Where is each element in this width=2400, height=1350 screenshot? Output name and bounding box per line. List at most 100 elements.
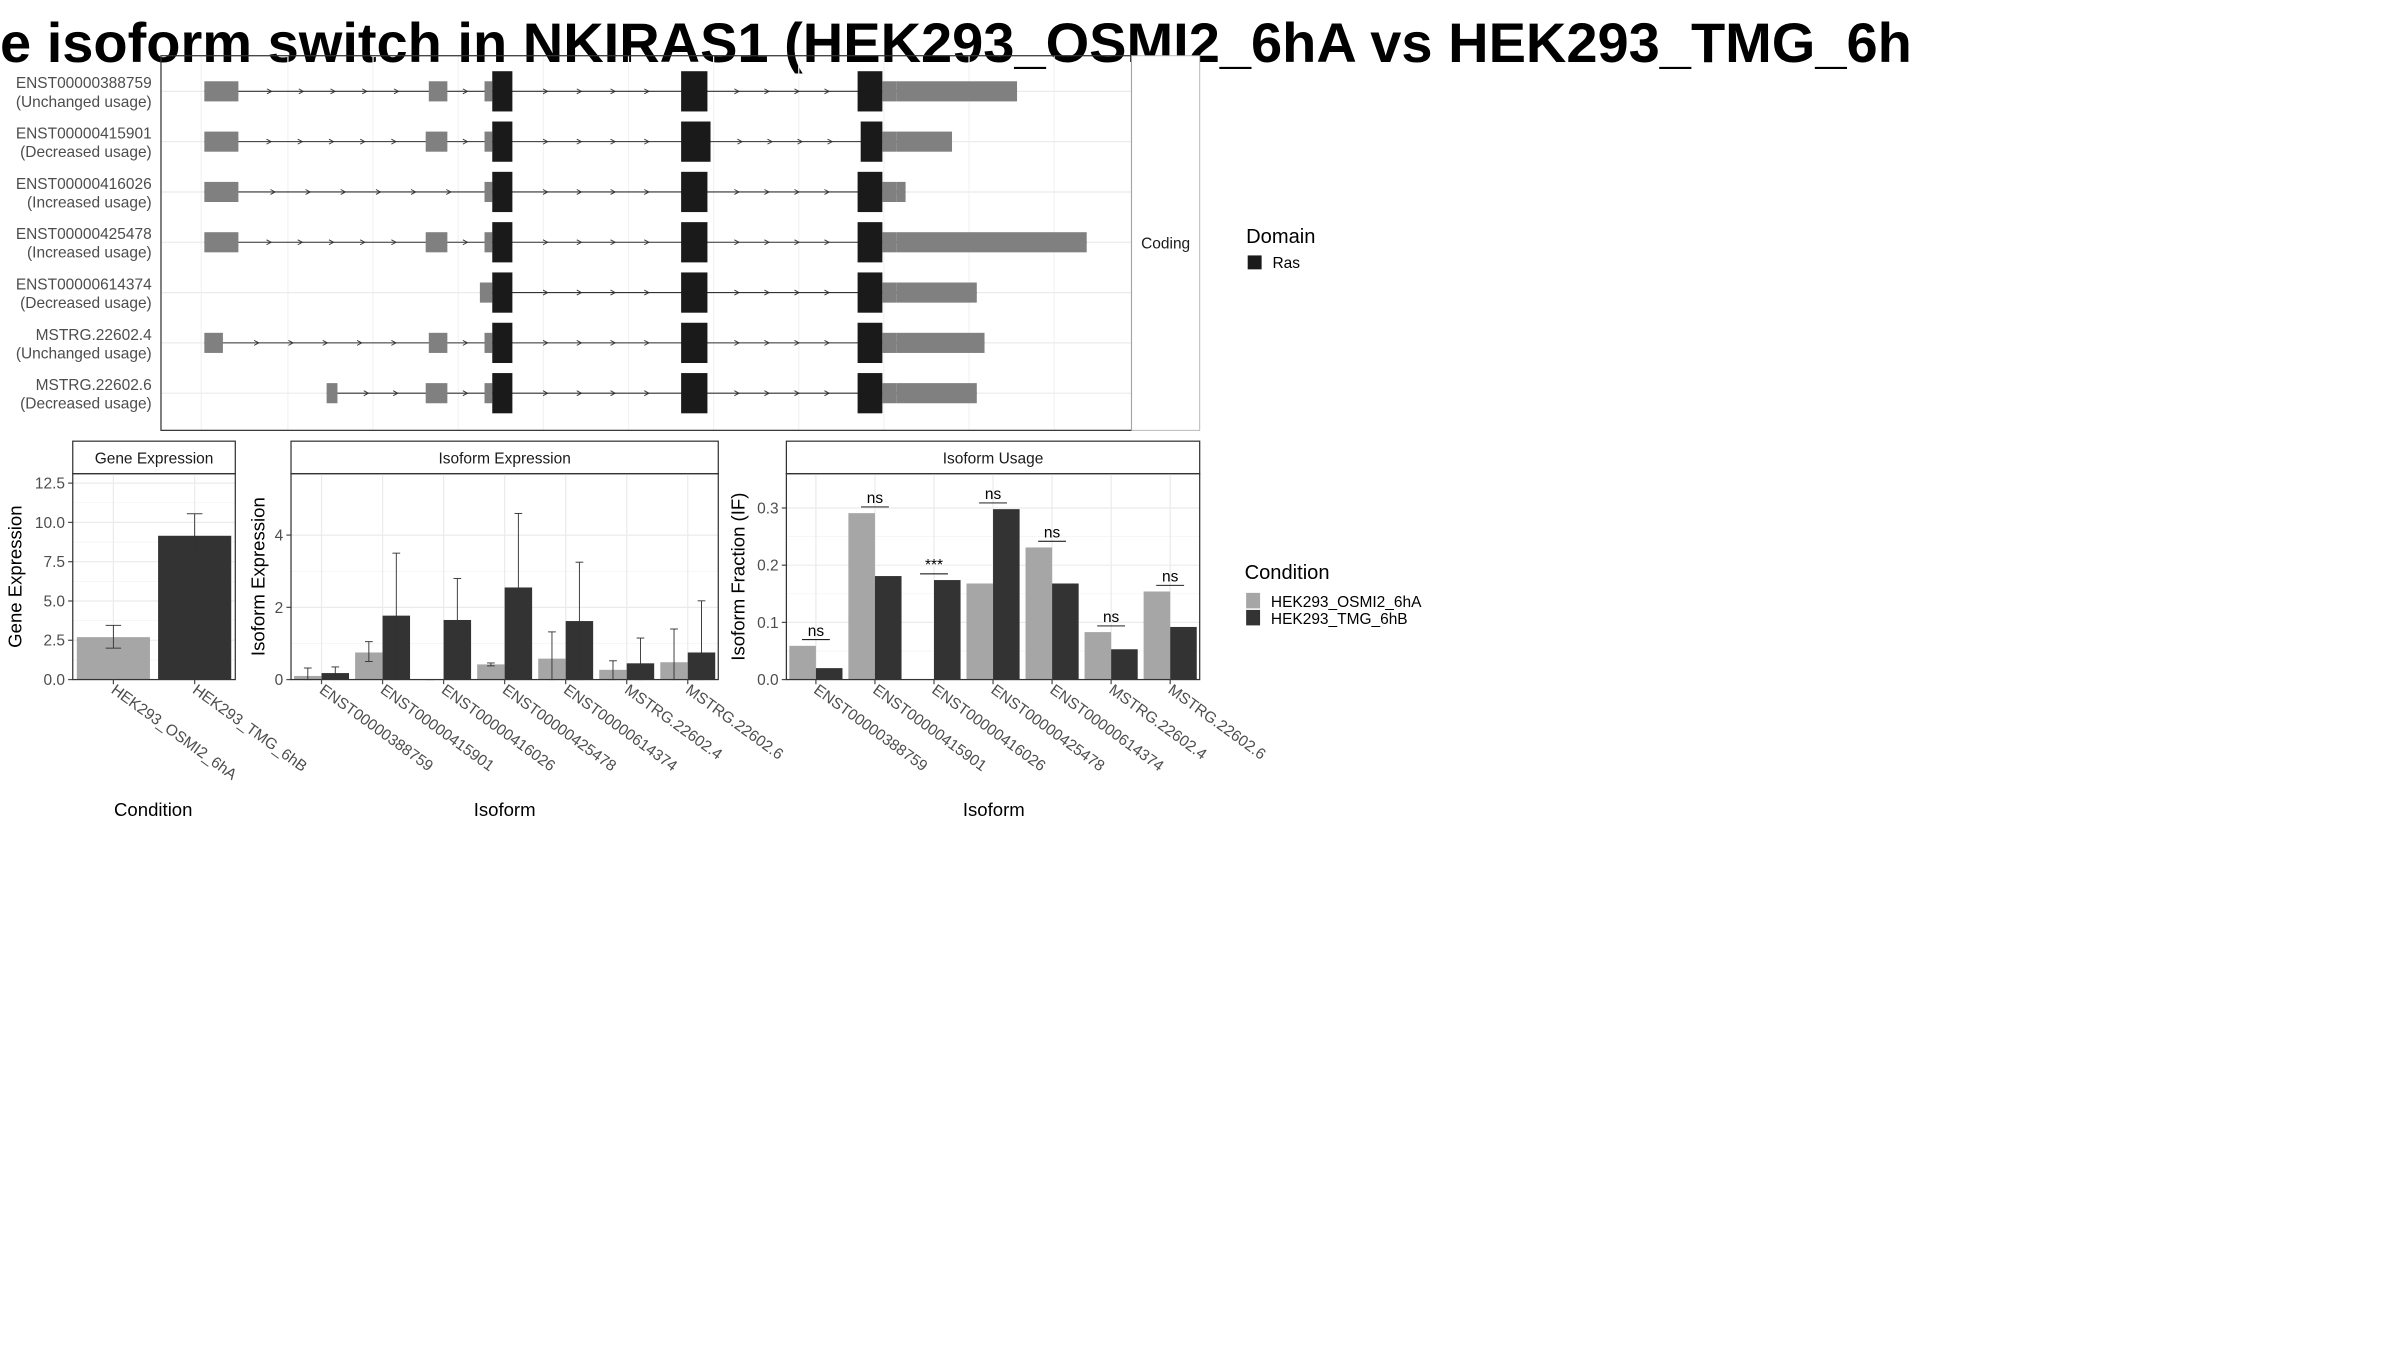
utr-exon: [896, 131, 953, 152]
utr-exon: [326, 383, 338, 404]
intron-direction-arrow: [794, 390, 801, 397]
y-tick-label: 2: [275, 600, 284, 617]
utr-exon: [882, 232, 897, 253]
intron-direction-arrow: [288, 339, 295, 346]
isoform-usage-label: (Decreased usage): [20, 144, 152, 161]
intron-direction-arrow: [734, 289, 741, 296]
legend-label-ras: Ras: [1272, 255, 1300, 272]
utr-exon: [896, 81, 1018, 102]
y-axis-title: Isoform Fraction (IF): [728, 493, 749, 661]
x-axis-title: Isoform: [474, 799, 536, 820]
intron-direction-arrow: [644, 88, 650, 95]
domain-legend-title: Domain: [1246, 226, 1315, 248]
bar: [815, 668, 843, 680]
intron-direction-arrow: [542, 239, 549, 246]
isoform-usage-label: (Unchanged usage): [16, 345, 152, 362]
isoform-axis-label: ENST00000388759: [16, 75, 152, 92]
bar: [933, 580, 961, 680]
intron-direction-arrow: [576, 339, 583, 346]
utr-exon: [484, 383, 493, 404]
panel-title: Gene Expression: [95, 451, 214, 468]
isoform-axis-label: MSTRG.22602.6: [36, 377, 152, 394]
isoform-usage-label: (Decreased usage): [20, 396, 152, 413]
utr-exon: [425, 383, 448, 404]
intron-direction-arrow: [610, 289, 617, 296]
utr-exon: [896, 181, 906, 203]
isoform-axis-label: ENST00000416026: [16, 176, 152, 193]
intron-direction-arrow: [266, 88, 273, 95]
x-tick-label: MSTRG.22602.6: [1165, 681, 1269, 763]
utr-exon: [896, 282, 977, 303]
intron-direction-arrow: [764, 239, 771, 246]
intron-direction-arrow: [322, 339, 329, 346]
x-axis-title: Isoform: [963, 799, 1025, 820]
intron-direction-arrow: [462, 88, 469, 95]
intron-direction-arrow: [610, 88, 617, 95]
panel-title: Isoform Usage: [943, 451, 1044, 468]
intron-direction-arrow: [266, 239, 273, 246]
intron-direction-arrow: [644, 189, 650, 195]
legend-label-condition: HEK293_TMG_6hB: [1271, 611, 1408, 628]
intron-direction-arrow: [462, 138, 469, 145]
intron-direction-arrow: [542, 289, 549, 296]
utr-exon: [425, 131, 448, 152]
intron-direction-arrow: [356, 339, 363, 346]
bar: [874, 576, 902, 680]
significance-label: ***: [925, 557, 943, 574]
intron-direction-arrow: [253, 339, 260, 346]
intron-direction-arrow: [737, 138, 744, 145]
y-tick-label: 0: [275, 672, 284, 689]
utr-exon: [484, 81, 493, 102]
ras-domain-exon: [857, 373, 883, 414]
intron-direction-arrow: [824, 88, 831, 95]
intron-direction-arrow: [446, 189, 452, 195]
y-tick-label: 12.5: [35, 476, 65, 493]
y-tick-label: 0.1: [757, 615, 779, 632]
ras-domain-exon: [492, 322, 513, 364]
y-tick-label: 0.0: [757, 672, 779, 689]
ras-domain-exon: [492, 171, 513, 213]
utr-exon: [896, 232, 1087, 253]
intron-direction-arrow: [794, 239, 801, 246]
x-tick-label: ENST00000388759: [316, 681, 436, 775]
bar: [1111, 649, 1138, 680]
x-axis-title: Condition: [114, 799, 192, 820]
intron-direction-arrow: [824, 339, 831, 346]
intron-direction-arrow: [462, 390, 469, 397]
intron-direction-arrow: [794, 339, 801, 346]
intron-direction-arrow: [827, 138, 834, 145]
intron-direction-arrow: [576, 289, 583, 296]
isoform-axis-label: ENST00000614374: [16, 276, 152, 293]
y-tick-label: 4: [275, 528, 284, 545]
bar: [966, 583, 994, 680]
bar: [848, 513, 875, 680]
bar: [1084, 632, 1112, 680]
intron-direction-arrow: [576, 189, 583, 195]
intron-direction-arrow: [359, 138, 366, 145]
utr-exon: [882, 181, 897, 203]
intron-direction-arrow: [644, 289, 650, 296]
intron-direction-arrow: [576, 138, 583, 145]
utr-exon: [896, 332, 985, 353]
utr-exon: [204, 131, 239, 152]
y-tick-label: 5.0: [44, 593, 66, 610]
intron-direction-arrow: [392, 390, 399, 397]
utr-exon: [204, 81, 239, 102]
bar: [1170, 626, 1197, 680]
intron-direction-arrow: [610, 189, 617, 195]
intron-direction-arrow: [375, 189, 382, 195]
intron-direction-arrow: [734, 88, 741, 95]
legend-key-condition: [1246, 592, 1261, 609]
x-tick-label: ENST00000425478: [499, 681, 619, 775]
intron-direction-arrow: [610, 239, 617, 246]
significance-label: ns: [867, 490, 884, 507]
intron-direction-arrow: [576, 239, 583, 246]
legend-key-condition: [1246, 609, 1261, 626]
ras-domain-exon: [681, 121, 711, 162]
intron-direction-arrow: [297, 138, 304, 145]
isoform-axis-label: ENST00000425478: [16, 226, 152, 243]
facet-strip: [1131, 55, 1201, 431]
intron-direction-arrow: [542, 88, 549, 95]
utr-exon: [484, 232, 493, 253]
intron-direction-arrow: [824, 390, 831, 397]
